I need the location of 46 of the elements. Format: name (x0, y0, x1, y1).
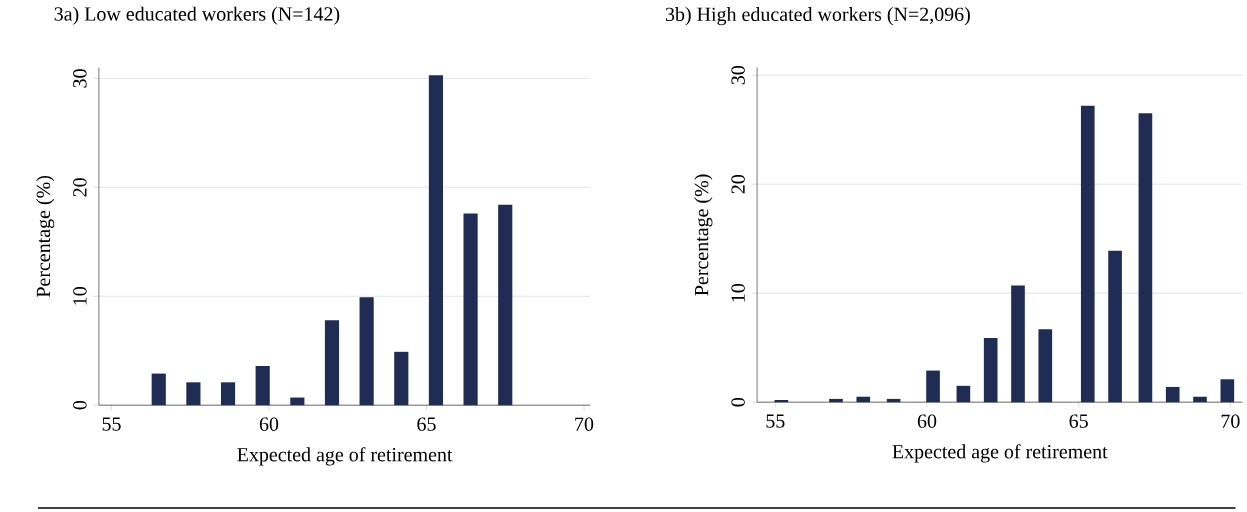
y-axis-title: Percentage (%) (36, 175, 55, 298)
x-tick-label: 65 (1069, 414, 1088, 428)
bar (498, 204, 513, 406)
bar (324, 320, 340, 406)
bar (1108, 250, 1122, 403)
bar (983, 337, 998, 403)
bar (1038, 329, 1053, 403)
bar (856, 396, 871, 403)
y-tick-label: 10 (731, 283, 745, 302)
chart-title: 3a) Low educated workers (N=142) (54, 6, 340, 25)
y-tick-label: 10 (73, 287, 87, 305)
bar (1220, 379, 1235, 403)
x-axis-title: Expected age of retirement (237, 447, 453, 466)
bar (926, 370, 940, 403)
bar (428, 75, 444, 406)
bar (1011, 285, 1025, 403)
x-tick-label: 60 (917, 414, 937, 428)
bar (255, 365, 270, 406)
bar (1138, 113, 1153, 403)
bar (151, 373, 166, 406)
bar (829, 398, 843, 403)
bar (290, 397, 305, 406)
y-tick-label: 0 (731, 397, 745, 407)
bar (220, 382, 236, 406)
bar (956, 385, 971, 403)
y-axis-title: Percentage (%) (694, 174, 713, 296)
bar (463, 213, 478, 406)
x-tick-label: 60 (259, 417, 279, 431)
y-tick-label: 20 (731, 174, 745, 194)
y-tick-label: 20 (73, 178, 87, 197)
bar (1193, 396, 1207, 403)
x-tick-label: 70 (575, 417, 594, 431)
y-tick-label: 30 (731, 65, 745, 85)
bar (359, 297, 374, 406)
bar (1080, 105, 1095, 403)
x-axis-title: Expected age of retirement (892, 444, 1108, 463)
chart-title: 3b) High educated workers (N=2,096) (665, 7, 970, 26)
x-tick-label: 55 (102, 417, 121, 431)
x-tick-label: 70 (1221, 414, 1240, 428)
bar (1165, 386, 1180, 403)
bar (394, 351, 409, 406)
bar (186, 382, 201, 406)
x-tick-label: 65 (417, 417, 436, 431)
x-tick-label: 55 (766, 414, 785, 428)
y-tick-label: 0 (73, 400, 87, 410)
y-tick-label: 30 (73, 69, 87, 88)
